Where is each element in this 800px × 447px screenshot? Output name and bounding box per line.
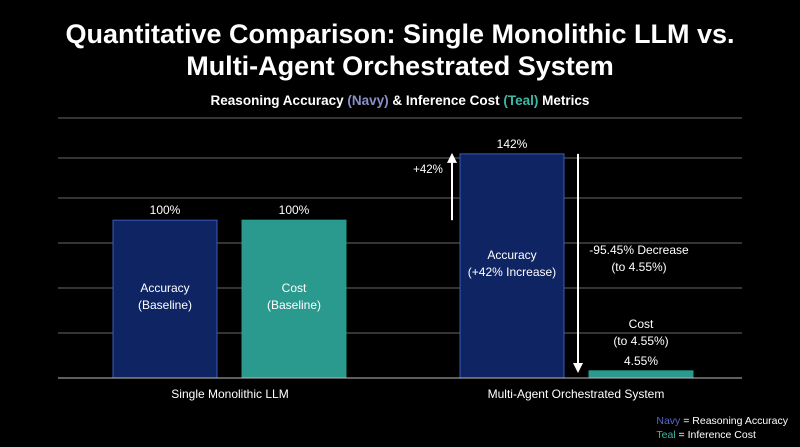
subtitle-prefix: Reasoning Accuracy xyxy=(210,93,348,108)
bar-accuracy-multi xyxy=(459,153,565,379)
bar-label-1-0-0: Accuracy xyxy=(487,248,536,262)
title-line-1: Quantitative Comparison: Single Monolith… xyxy=(65,19,735,49)
subtitle-mid: & Inference Cost xyxy=(388,93,504,108)
legend-navy-text: = Reasoning Accuracy xyxy=(680,415,788,427)
value-label-0-1: 100% xyxy=(279,203,310,217)
title-line-2: Multi-Agent Orchestrated System xyxy=(186,51,614,81)
bar-cost-multi xyxy=(588,370,694,379)
bar-label-0-0-1: (Baseline) xyxy=(138,298,192,312)
value-label-1-0: 142% xyxy=(497,137,528,151)
legend-teal-key: Teal xyxy=(656,429,676,441)
increase-label: +42% xyxy=(413,164,443,176)
decrease-label-1: -95.45% Decrease xyxy=(589,243,689,257)
decrease-arrow-head xyxy=(573,363,583,373)
decrease-label-2: (to 4.55%) xyxy=(611,260,666,274)
value-label-1-1: 4.55% xyxy=(624,354,658,368)
legend-teal: Teal = Inference Cost xyxy=(656,428,788,442)
subtitle-teal: (Teal) xyxy=(503,93,539,108)
bar-label-1-1-0: Cost xyxy=(629,317,654,331)
legend-navy-key: Navy xyxy=(656,415,681,427)
legend: Navy = Reasoning Accuracy Teal = Inferen… xyxy=(656,414,788,442)
legend-navy: Navy = Reasoning Accuracy xyxy=(656,414,788,428)
bar-label-0-0-0: Accuracy xyxy=(140,281,189,295)
bar-label-0-1-0: Cost xyxy=(282,281,307,295)
bar-label-0-1-1: (Baseline) xyxy=(267,298,321,312)
category-label-0: Single Monolithic LLM xyxy=(171,387,288,401)
category-label-1: Multi-Agent Orchestrated System xyxy=(488,387,665,401)
increase-arrow-head xyxy=(447,152,457,163)
bar-label-1-0-1: (+42% Increase) xyxy=(468,265,556,279)
subtitle-suffix: Metrics xyxy=(538,93,590,108)
subtitle-navy: (Navy) xyxy=(347,93,389,108)
chart-subtitle: Reasoning Accuracy (Navy) & Inference Co… xyxy=(0,93,800,108)
value-label-0-0: 100% xyxy=(150,203,181,217)
chart-title: Quantitative Comparison: Single Monolith… xyxy=(0,18,800,82)
bar-label-1-1-1: (to 4.55%) xyxy=(613,334,668,348)
legend-teal-text: = Inference Cost xyxy=(675,429,756,441)
